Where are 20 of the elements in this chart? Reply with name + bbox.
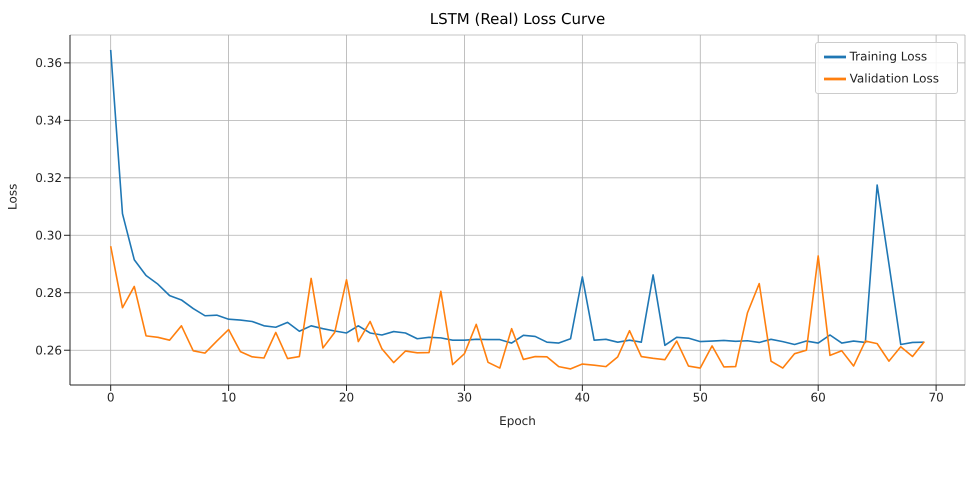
- x-tick-label: 70: [928, 390, 944, 405]
- x-tick-label: 60: [810, 390, 826, 405]
- y-tick-label: 0.28: [35, 286, 62, 300]
- y-tick-label: 0.26: [35, 343, 62, 358]
- x-tick-label: 20: [338, 390, 354, 405]
- x-tick-label: 10: [220, 390, 236, 405]
- x-tick-label: 0: [106, 390, 114, 405]
- y-tick-label: 0.36: [35, 56, 62, 70]
- y-tick-label: 0.34: [35, 114, 62, 128]
- y-tick-label: 0.32: [35, 171, 62, 186]
- x-tick-label: 40: [574, 390, 590, 405]
- chart-title: LSTM (Real) Loss Curve: [428, 10, 606, 28]
- x-tick-label: 50: [692, 390, 708, 405]
- y-axis-title: Loss: [5, 184, 20, 210]
- x-tick-label: 30: [456, 390, 472, 405]
- line-series: [110, 245, 926, 370]
- x-axis-title: Epoch: [499, 414, 536, 428]
- legend-label: Validation Loss: [850, 71, 939, 86]
- y-tick-label: 0.30: [35, 228, 62, 243]
- legend-label: Training Loss: [850, 49, 928, 64]
